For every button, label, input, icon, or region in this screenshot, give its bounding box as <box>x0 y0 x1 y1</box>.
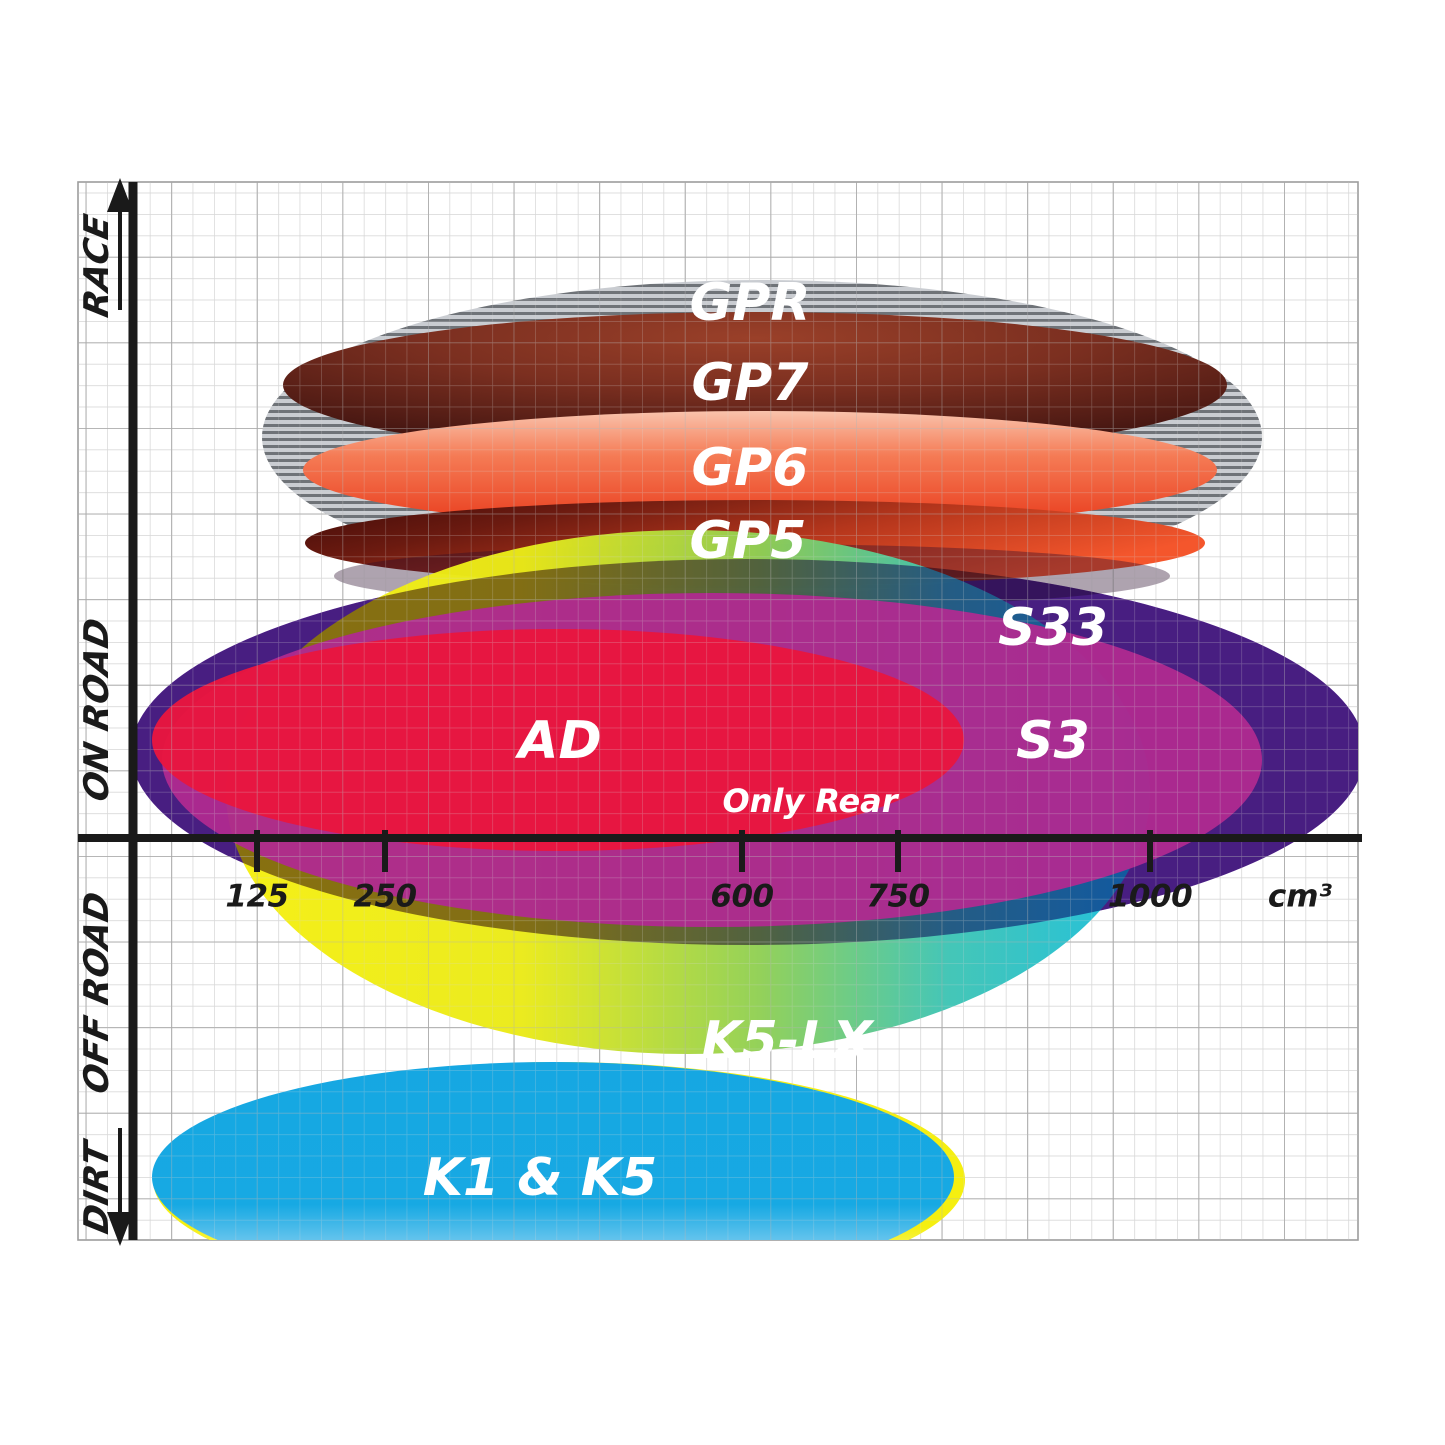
y-label-dirt: DIRT <box>77 1136 117 1237</box>
x-tick-label-750: 750 <box>866 878 929 914</box>
blob-label-only-rear: Only Rear <box>722 782 899 820</box>
axes <box>78 178 1362 1246</box>
y-label-race: RACE <box>77 211 117 321</box>
race-arrow-icon <box>107 178 133 310</box>
blob-label-gp6: GP6 <box>692 438 809 498</box>
blob-label-gpr: GPR <box>690 273 811 333</box>
blob-label-k5lx: K5-LX <box>701 1011 875 1071</box>
blob-label-k1k5: K1 & K5 <box>423 1148 658 1208</box>
labels: RACE ON ROAD OFF ROAD DIRT 125 250 600 7… <box>77 211 1332 1238</box>
y-label-on-road: ON ROAD <box>77 614 117 805</box>
blob-label-gp5: GP5 <box>690 511 807 571</box>
x-tick-label-125: 125 <box>225 878 288 914</box>
x-axis-unit-label: cm³ <box>1268 878 1333 914</box>
blob-label-s3: S3 <box>1016 711 1090 771</box>
dirt-arrow-icon <box>107 1128 133 1246</box>
y-label-off-road: OFF ROAD <box>77 888 117 1097</box>
blob-label-gp7: GP7 <box>692 353 810 413</box>
blob-label-ad: AD <box>514 711 601 771</box>
x-tick-label-250: 250 <box>353 878 416 914</box>
x-axis-ticks <box>254 830 1153 872</box>
x-tick-label-600: 600 <box>710 878 773 914</box>
region-blobs <box>78 182 1358 1240</box>
x-tick-label-1000: 1000 <box>1108 878 1192 914</box>
blob-label-s33: S33 <box>998 598 1108 658</box>
